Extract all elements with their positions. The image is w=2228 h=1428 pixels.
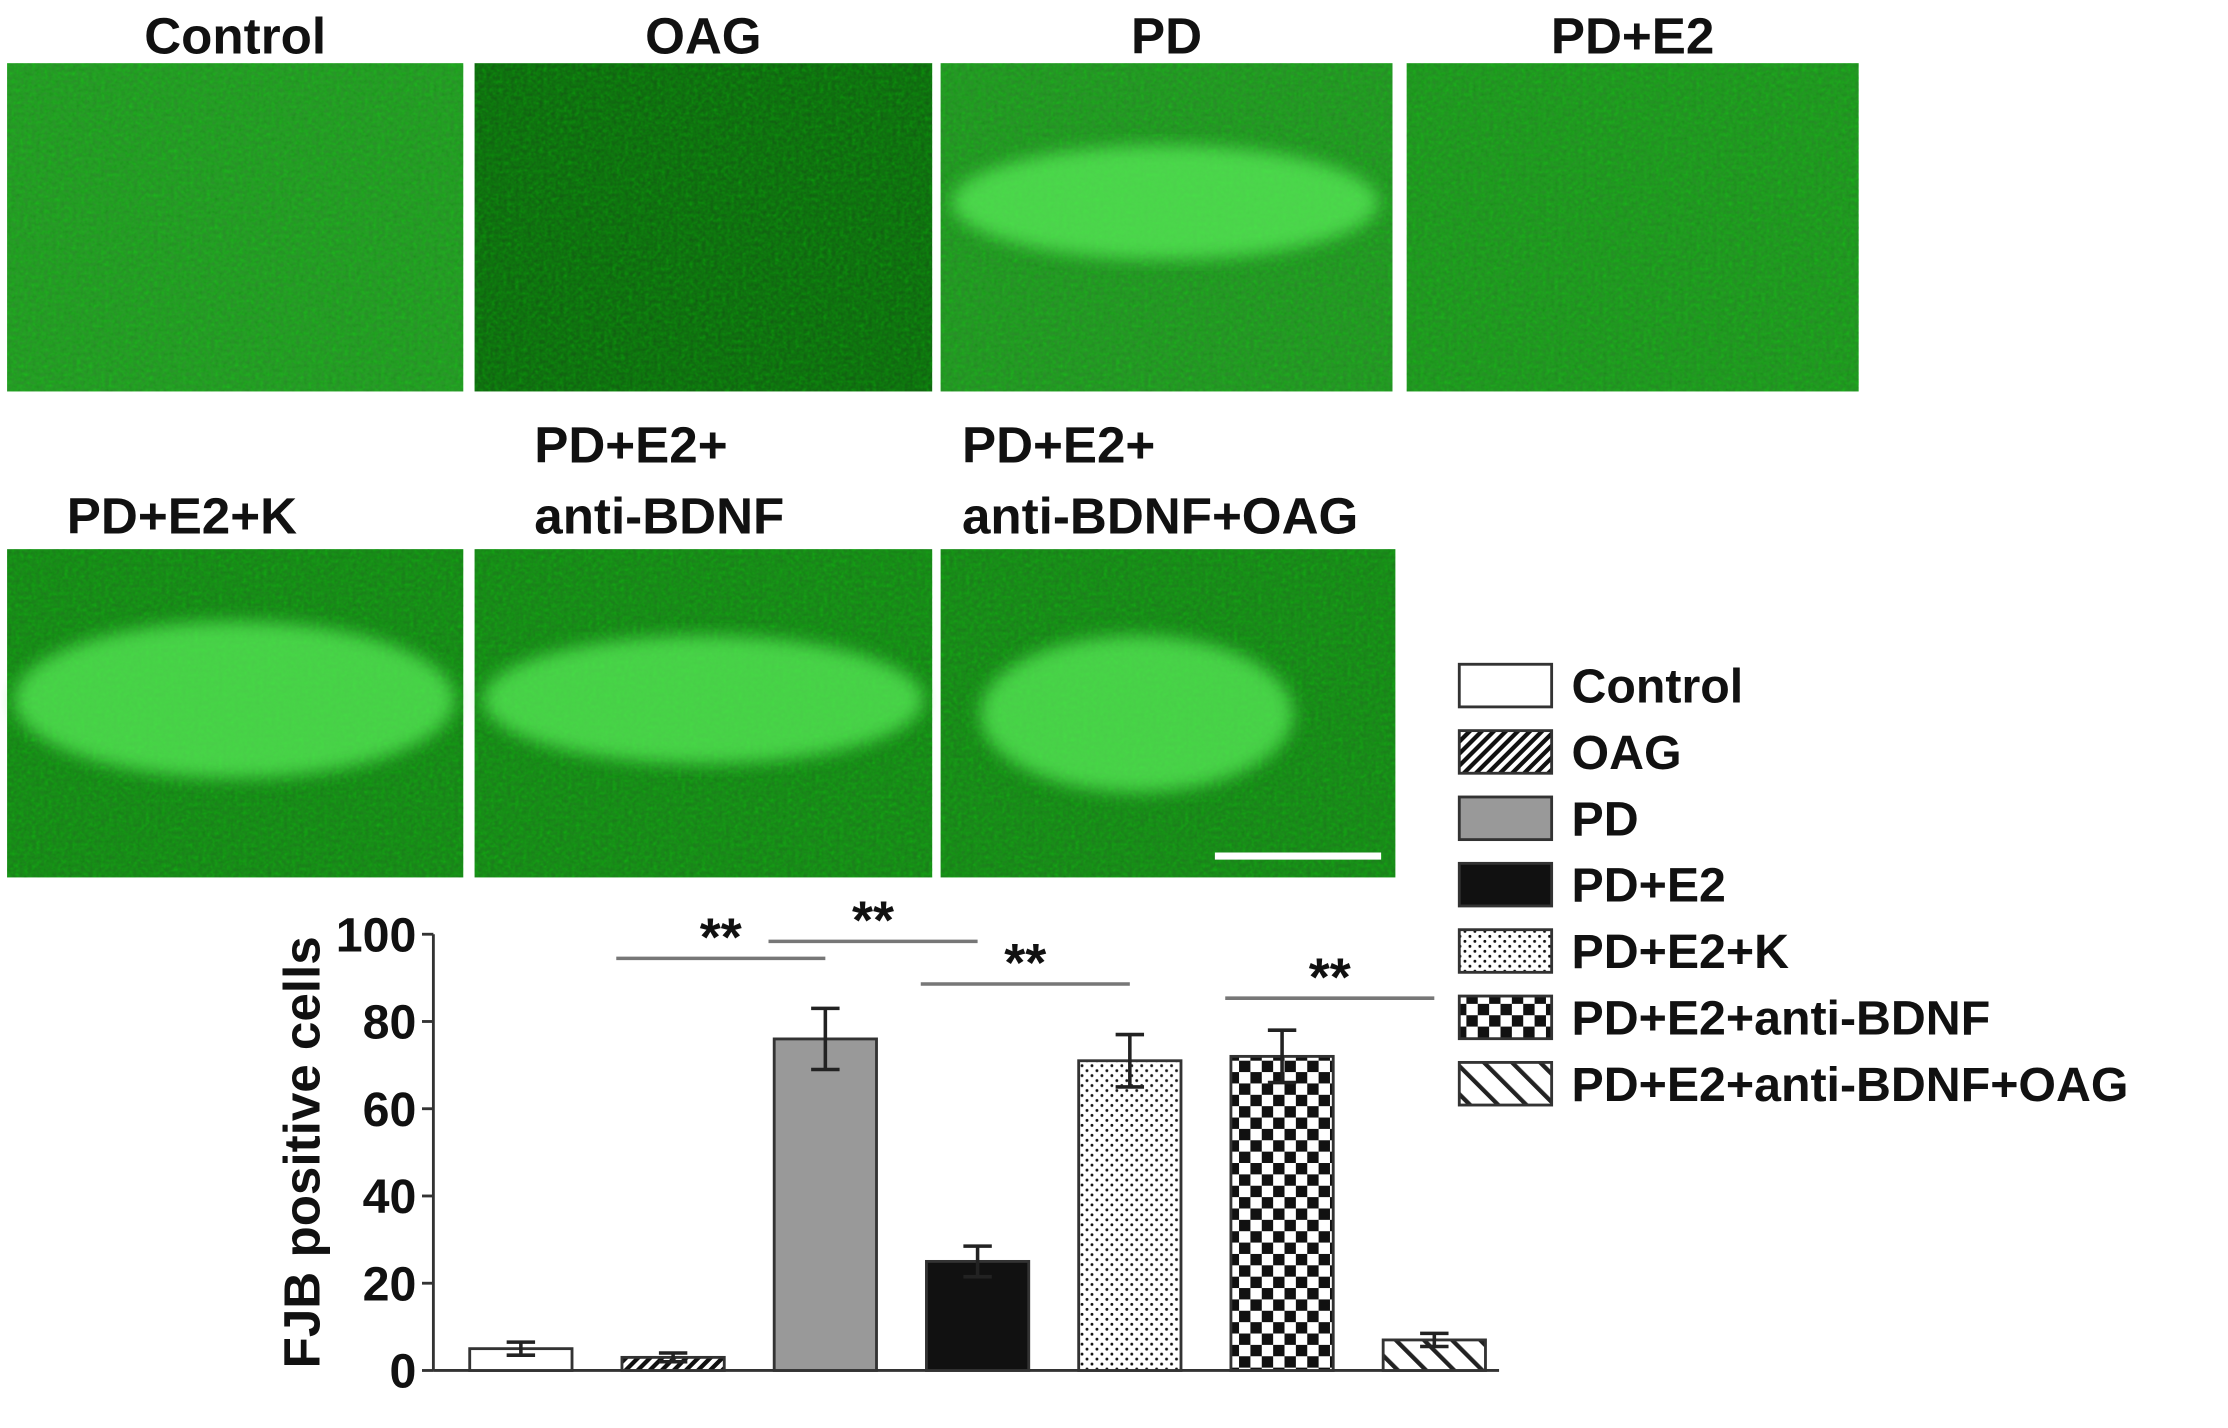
panel-label: PD+E2+K xyxy=(67,488,297,545)
legend-label: OAG xyxy=(1572,726,1682,780)
panel-label: PD+E2+ xyxy=(534,416,727,473)
significance-label: ** xyxy=(852,891,894,951)
legend-swatch xyxy=(1457,861,1554,908)
error-bar xyxy=(1420,1331,1449,1349)
y-tick-label: 80 xyxy=(363,996,417,1050)
error-bar xyxy=(1115,1032,1145,1089)
stained-cells xyxy=(952,145,1379,260)
y-tick-label: 100 xyxy=(336,908,417,962)
significance-label: ** xyxy=(1004,933,1046,993)
y-axis-label: FJB positive cells xyxy=(274,936,331,1368)
y-tick-label: 40 xyxy=(363,1170,417,1224)
error-bar xyxy=(963,1244,992,1279)
significance-label: ** xyxy=(700,908,742,968)
legend-swatch xyxy=(1457,662,1554,709)
error-bar xyxy=(811,1006,840,1072)
panel-label: PD+E2 xyxy=(1551,7,1714,64)
legend-label: Control xyxy=(1572,660,1744,714)
bar xyxy=(772,1037,878,1372)
legend-swatch xyxy=(1457,795,1554,842)
panel-label: PD+E2+ xyxy=(962,416,1155,473)
legend-swatch xyxy=(1457,994,1554,1041)
panel-label: anti-BDNF+OAG xyxy=(962,488,1358,545)
panel-label: PD xyxy=(1131,7,1202,64)
error-bar xyxy=(1267,1028,1297,1085)
legend-label: PD+E2+anti-BDNF+OAG xyxy=(1572,1058,2129,1112)
micrograph-texture xyxy=(7,63,464,392)
panel-label: Control xyxy=(144,7,326,64)
error-bar xyxy=(658,1351,688,1364)
bar xyxy=(925,1259,1031,1372)
legend-swatch xyxy=(1457,1060,1554,1107)
significance-label: ** xyxy=(1309,947,1351,1007)
y-tick-label: 20 xyxy=(363,1257,417,1311)
micrograph-texture xyxy=(1406,63,1859,392)
micrograph-texture xyxy=(474,63,933,392)
legend-label: PD+E2+K xyxy=(1572,925,1790,979)
error-bar xyxy=(506,1340,536,1357)
y-tick-label: 60 xyxy=(363,1083,417,1137)
legend-swatch xyxy=(1457,729,1554,775)
stained-cells xyxy=(14,621,455,778)
legend-swatch xyxy=(1457,928,1554,974)
panel-label: OAG xyxy=(645,7,762,64)
y-tick-label: 0 xyxy=(389,1345,416,1399)
bar xyxy=(1077,1059,1183,1372)
legend-label: PD+E2 xyxy=(1572,859,1726,913)
legend-label: PD+E2+anti-BDNF xyxy=(1572,991,1991,1045)
legend-label: PD xyxy=(1572,792,1639,846)
bar xyxy=(1229,1054,1335,1372)
stained-cells xyxy=(483,635,924,764)
panel-label: anti-BDNF xyxy=(534,488,784,545)
stained-cells xyxy=(980,635,1294,793)
micrographs: Control OAG PD PD+E2 PD+E2+K PD+E2+ anti-BDNF P… xyxy=(7,7,1859,878)
